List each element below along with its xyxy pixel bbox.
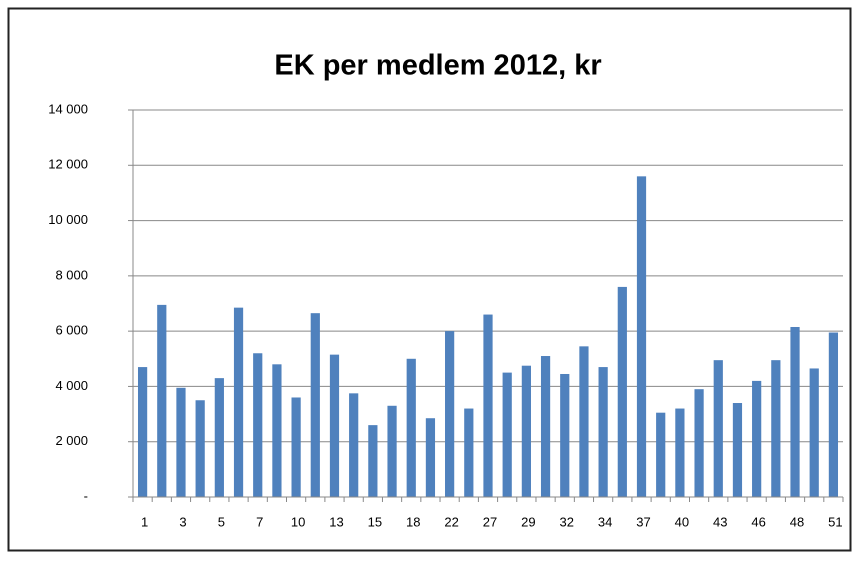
bar [521,365,531,497]
x-tick-label: 18 [406,514,420,529]
y-tick-label: 6 000 [55,323,88,338]
bar [675,408,685,497]
x-tick-label: 3 [179,514,186,529]
y-tick-label: 12 000 [48,157,88,172]
bar [809,368,819,497]
x-tick-label: 46 [751,514,765,529]
bar [425,418,436,497]
bar [771,360,781,497]
bar [214,378,224,497]
x-tick-label: 40 [675,514,689,529]
bar [368,425,378,497]
y-tick-label: - [84,488,88,503]
x-tick-label: 37 [636,514,650,529]
bar [579,346,589,497]
bar [828,332,839,497]
x-tick-label: 27 [483,514,497,529]
x-tick-label: 48 [790,514,804,529]
bar [560,373,570,497]
bar [464,408,474,497]
bar [253,353,263,497]
bar [233,307,244,497]
bar [732,403,743,497]
y-tick-label: 8 000 [55,267,88,282]
y-tick-label: 4 000 [55,378,88,393]
x-tick-label: 5 [218,514,225,529]
chart-border [7,7,852,552]
bar [310,313,320,497]
bar [540,356,551,497]
bar [329,354,340,497]
bar [656,412,666,497]
bar [349,393,359,497]
x-tick-label: 32 [560,514,574,529]
x-tick-label: 29 [521,514,535,529]
bar [598,367,608,497]
y-tick-label: 14 000 [48,101,88,116]
x-tick-label: 22 [444,514,458,529]
bar [502,372,512,497]
bar [387,405,397,497]
bar [790,326,800,497]
bar [694,389,704,497]
bar [291,397,301,497]
chart-title: EK per medlem 2012, kr [274,50,601,82]
bar [137,367,148,497]
bar [752,380,762,497]
x-tick-label: 43 [713,514,727,529]
bar [713,360,723,497]
bar [617,286,627,497]
bar [636,176,647,498]
bar [483,314,493,497]
bar [445,331,455,497]
bar [406,358,416,497]
x-tick-label: 13 [329,514,343,529]
x-tick-label: 34 [598,514,612,529]
x-tick-label: 10 [291,514,305,529]
bar [157,304,167,497]
y-tick-label: 10 000 [48,212,88,227]
x-tick-label: 1 [141,514,148,529]
x-tick-label: 15 [368,514,382,529]
bar [195,400,205,497]
y-tick-label: 2 000 [55,433,88,448]
x-tick-label: 51 [828,514,842,529]
bar [176,387,186,497]
bar [272,364,282,497]
x-tick-label: 7 [256,514,263,529]
